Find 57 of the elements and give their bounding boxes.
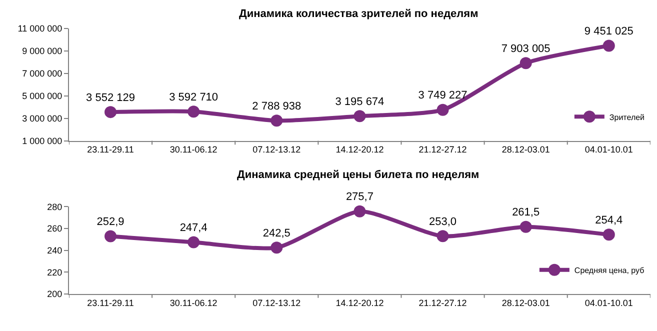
point <box>520 220 532 233</box>
y-tick-label: 9 000 000 <box>22 46 62 56</box>
y-tick-label: 11 000 000 <box>18 23 62 34</box>
point <box>188 236 200 248</box>
data-label: 7 903 005 <box>501 42 550 55</box>
point <box>354 205 366 218</box>
point <box>270 242 283 254</box>
point <box>188 106 200 118</box>
x-tick-label: 04.01-10.01 <box>584 298 633 308</box>
point <box>436 230 449 242</box>
x-tick-label: 30.11-06.12 <box>170 298 218 308</box>
data-label: 275,7 <box>346 191 374 204</box>
y-tick-label: 1 000 000 <box>22 136 62 146</box>
data-label: 3 552 129 <box>86 92 135 104</box>
data-label: 247,4 <box>180 222 208 234</box>
y-tick-label: 220 <box>47 267 62 278</box>
data-label: 3 592 710 <box>169 91 218 104</box>
point <box>104 106 117 118</box>
x-tick-label: 28.12-03.01 <box>502 298 550 308</box>
y-tick-label: 260 <box>47 224 62 234</box>
point <box>520 57 532 70</box>
data-label: 9 451 025 <box>584 25 634 38</box>
x-tick-label: 28.12-03.01 <box>502 144 550 155</box>
y-tick-label: 7 000 000 <box>22 68 62 78</box>
point <box>354 110 366 122</box>
data-label: 2 788 938 <box>252 100 302 112</box>
data-label: 3 195 674 <box>335 96 384 108</box>
x-tick-label: 21.12-27.12 <box>418 298 467 308</box>
x-tick-label: 23.11-29.11 <box>87 144 134 155</box>
legend-label: Средняя цена, руб <box>574 266 645 275</box>
point <box>270 114 283 127</box>
x-tick-label: 30.11-06.12 <box>170 144 218 155</box>
data-label: 252,9 <box>96 216 124 228</box>
point <box>104 230 117 242</box>
legend-label: Зрителей <box>609 112 645 122</box>
x-tick-label: 07.12-13.12 <box>252 298 301 308</box>
chart-title: Динамика количества зрителей по неделям <box>239 8 478 20</box>
x-tick-label: 04.01-10.01 <box>584 144 633 155</box>
y-tick-label: 240 <box>47 246 62 256</box>
point <box>602 228 615 241</box>
data-label: 242,5 <box>262 227 290 240</box>
point <box>602 40 615 52</box>
data-label: 254,4 <box>595 214 623 226</box>
data-label: 253,0 <box>429 216 457 228</box>
y-tick-label: 3 000 000 <box>22 113 62 124</box>
x-tick-label: 14.12-20.12 <box>336 298 384 308</box>
x-tick-label: 21.12-27.12 <box>418 144 467 155</box>
x-tick-label: 23.11-29.11 <box>87 298 134 308</box>
y-tick-label: 280 <box>47 202 62 212</box>
data-label: 261,5 <box>512 206 540 219</box>
x-tick-label: 07.12-13.12 <box>252 144 301 155</box>
point <box>436 104 449 116</box>
y-tick-label: 200 <box>47 289 62 300</box>
data-label: 3 749 227 <box>418 90 468 102</box>
chart-title: Динамика средней цены билета по неделям <box>237 169 480 181</box>
x-tick-label: 14.12-20.12 <box>336 144 384 155</box>
y-tick-label: 5 000 000 <box>22 90 62 101</box>
